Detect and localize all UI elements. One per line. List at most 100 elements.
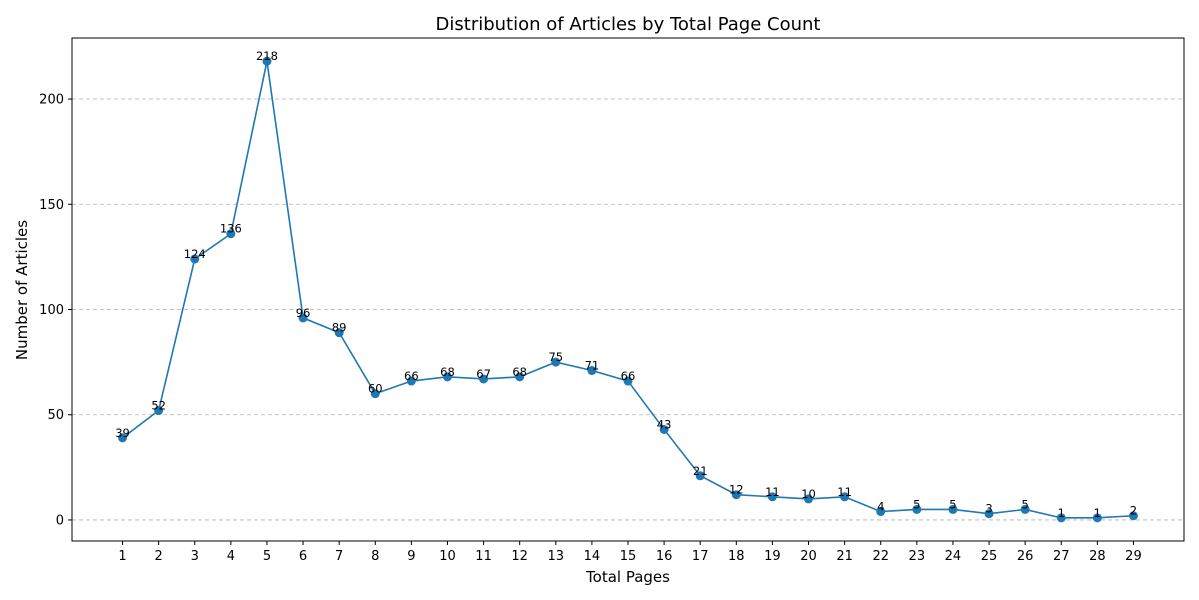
data-point [154, 406, 164, 416]
data-label: 1 [1094, 506, 1101, 520]
data-point [226, 229, 236, 239]
data-point [984, 509, 994, 519]
y-axis-label: Number of Articles [13, 220, 31, 360]
x-tick-label: 23 [909, 549, 926, 564]
data-point [587, 366, 597, 376]
x-tick-label: 22 [872, 549, 889, 564]
data-label: 5 [1021, 497, 1028, 511]
x-tick-label: 18 [728, 549, 745, 564]
data-label: 66 [621, 369, 636, 383]
data-point [1092, 513, 1102, 523]
data-point [912, 504, 922, 514]
data-point [695, 471, 705, 481]
data-point [731, 490, 741, 500]
x-tick-label: 5 [263, 549, 271, 564]
data-label: 60 [368, 382, 383, 396]
data-label: 10 [801, 487, 816, 501]
data-point [515, 372, 525, 382]
data-label: 68 [512, 365, 527, 379]
data-label: 124 [184, 247, 206, 261]
chart-title: Distribution of Articles by Total Page C… [436, 14, 821, 35]
data-point [804, 494, 814, 504]
gridlines [72, 98, 1184, 521]
x-tick-label: 27 [1053, 549, 1070, 564]
x-tick-label: 25 [981, 549, 998, 564]
data-point [948, 504, 958, 514]
y-tick-label: 0 [56, 513, 64, 528]
data-label: 71 [585, 359, 600, 373]
data-label: 52 [151, 399, 166, 413]
data-label: 218 [256, 49, 278, 63]
data-label: 12 [729, 483, 744, 497]
data-point [479, 374, 489, 384]
data-point [876, 507, 886, 517]
data-label: 68 [440, 365, 455, 379]
x-tick-label: 6 [299, 549, 307, 564]
data-point [442, 372, 452, 382]
data-label: 11 [765, 485, 780, 499]
x-tick-label: 8 [371, 549, 379, 564]
x-tick-label: 16 [656, 549, 673, 564]
plot-frame [71, 37, 1185, 542]
data-point [840, 492, 850, 502]
data-label: 5 [913, 497, 920, 511]
data-label: 67 [476, 367, 491, 381]
x-axis-label: Total Pages [585, 568, 670, 586]
data-point [406, 376, 416, 386]
y-tick-label: 50 [47, 408, 64, 423]
data-label: 75 [548, 350, 563, 364]
data-label: 96 [296, 306, 311, 320]
data-point [190, 254, 200, 264]
x-tick-label: 15 [620, 549, 637, 564]
data-point [623, 376, 633, 386]
x-tick-label: 19 [764, 549, 781, 564]
x-tick-label: 13 [548, 549, 565, 564]
data-label: 43 [657, 417, 672, 431]
x-tick-label: 17 [692, 549, 709, 564]
y-axis: 0 50 100 150 200 [39, 93, 72, 528]
x-tick-label: 28 [1089, 549, 1106, 564]
data-label: 1 [1058, 506, 1065, 520]
x-tick-label: 20 [800, 549, 817, 564]
x-tick-label: 14 [584, 549, 601, 564]
data-point [1020, 504, 1030, 514]
x-tick-label: 4 [227, 549, 235, 564]
x-tick-label: 10 [439, 549, 456, 564]
data-label: 5 [949, 497, 956, 511]
x-tick-label: 12 [511, 549, 528, 564]
data-label: 89 [332, 321, 347, 335]
data-label: 2 [1130, 504, 1137, 518]
data-point [370, 389, 380, 399]
data-point [767, 492, 777, 502]
data-label: 136 [220, 222, 242, 236]
data-label: 39 [115, 426, 130, 440]
x-tick-label: 2 [155, 549, 163, 564]
data-point [551, 357, 561, 367]
data-point [298, 313, 308, 323]
y-tick-label: 100 [39, 303, 64, 318]
data-label: 21 [693, 464, 708, 478]
data-point [334, 328, 344, 338]
y-tick-label: 150 [39, 198, 64, 213]
x-tick-label: 1 [118, 549, 126, 564]
data-point [659, 424, 669, 434]
x-tick-label: 11 [475, 549, 492, 564]
data-label: 4 [877, 500, 884, 514]
data-label: 3 [985, 502, 992, 516]
x-tick-label: 3 [191, 549, 199, 564]
x-tick-label: 21 [836, 549, 853, 564]
y-tick-label: 200 [39, 93, 64, 108]
data-point [1128, 511, 1138, 521]
data-point [118, 433, 128, 443]
x-tick-label: 9 [407, 549, 415, 564]
x-tick-label: 29 [1125, 549, 1142, 564]
x-axis: 1 2 3 4 5 6 7 8 9 10 11 12 13 14 15 16 17 18 19 20 21 22 23 24 2… [118, 541, 1142, 564]
data-label: 11 [837, 485, 852, 499]
x-tick-label: 24 [945, 549, 962, 564]
x-tick-label: 7 [335, 549, 343, 564]
x-tick-label: 26 [1017, 549, 1034, 564]
data-point [262, 56, 272, 66]
series-line [122, 60, 1134, 519]
